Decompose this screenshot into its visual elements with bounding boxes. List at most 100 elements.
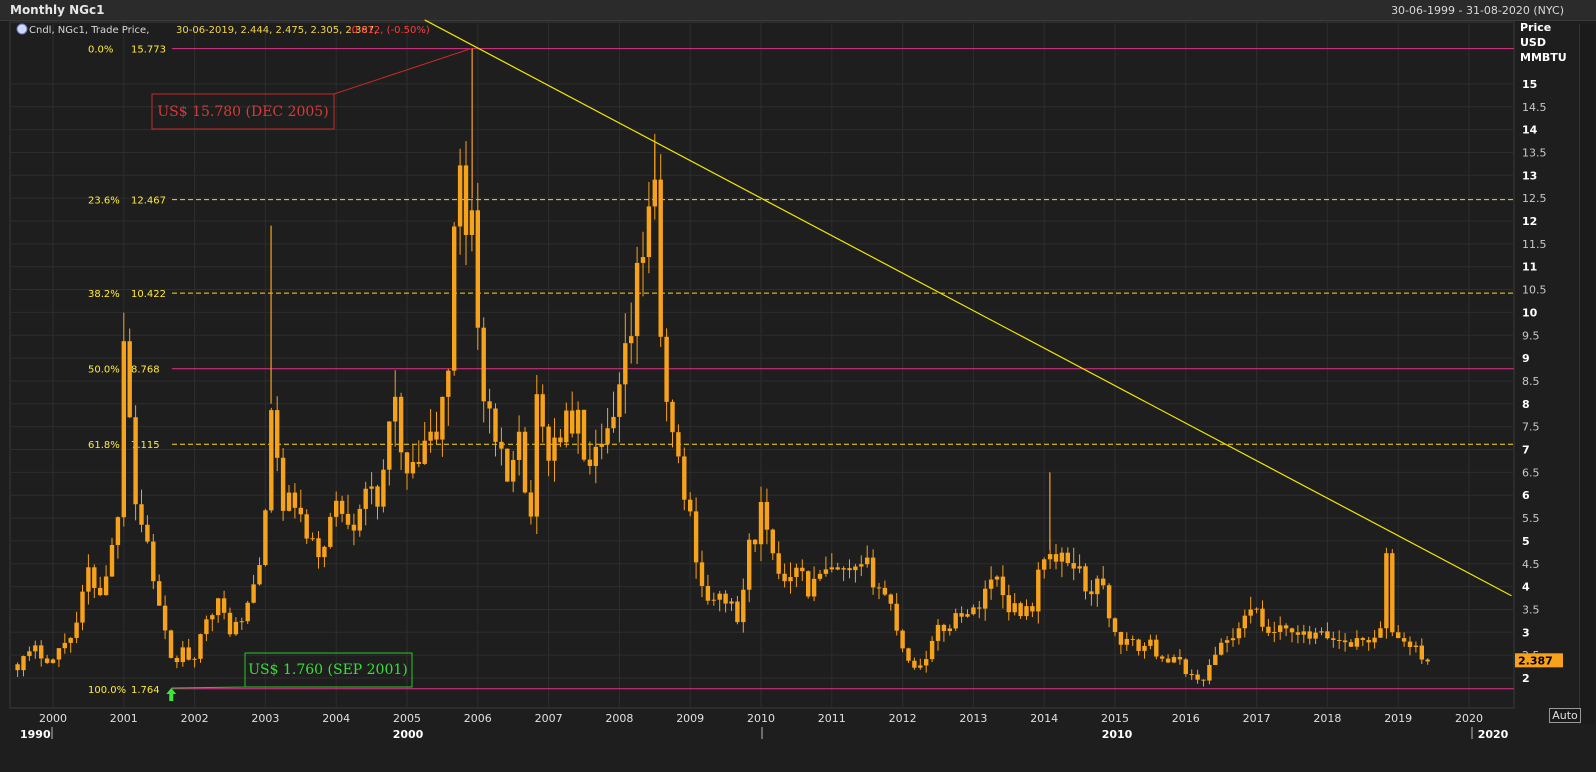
candle-body <box>1278 625 1283 632</box>
candle-body <box>1248 609 1253 616</box>
candle-body <box>1136 639 1141 651</box>
candle-body <box>469 210 475 235</box>
candle-body <box>168 630 174 658</box>
candle-body <box>463 165 469 235</box>
candle-body <box>1036 569 1041 612</box>
candle-body <box>227 612 233 635</box>
candle-body <box>1160 656 1165 659</box>
candle-body <box>251 584 256 603</box>
candle-body <box>192 658 197 660</box>
auto-scale-button[interactable]: Auto <box>1549 708 1581 723</box>
candle-body <box>186 647 191 660</box>
candle-body <box>971 607 976 615</box>
y-tick-label: 7.5 <box>1522 421 1540 434</box>
candle-body <box>151 541 156 582</box>
candle-body <box>522 431 528 493</box>
candle-body <box>888 594 893 604</box>
candle-body <box>98 587 103 596</box>
candle-body <box>1213 654 1218 665</box>
x-tick-label: 2018 <box>1313 712 1341 725</box>
candle-body <box>68 637 73 643</box>
candle-body <box>629 336 634 344</box>
last-price-tag <box>1515 653 1563 668</box>
candle-body <box>1065 552 1070 564</box>
candle-body <box>1307 631 1312 639</box>
candle-body <box>552 437 557 461</box>
candle-body <box>398 396 404 453</box>
y-tick-label: 8 <box>1522 398 1530 411</box>
candle-body <box>452 226 457 371</box>
candle-body <box>363 488 368 509</box>
candle-body <box>1390 553 1395 633</box>
decade-label: 2020 <box>1478 728 1509 741</box>
legend-chart-icon[interactable] <box>16 23 28 35</box>
candle-body <box>1089 591 1094 595</box>
candle-body <box>416 462 421 464</box>
candle-body <box>1319 631 1324 633</box>
candle-body <box>393 396 398 422</box>
y-tick-label: 15 <box>1522 78 1537 91</box>
candle-body <box>74 622 79 638</box>
candle-body <box>806 571 811 597</box>
candle-body <box>1101 578 1106 586</box>
candle-body <box>587 459 593 466</box>
candle-body <box>21 656 26 671</box>
title-bar: Monthly NGc1 30-06-1999 - 31-08-2020 (NY… <box>0 0 1596 21</box>
candle-body <box>900 630 905 649</box>
candle-body <box>1077 566 1082 569</box>
candle-body <box>121 341 126 518</box>
candle-body <box>351 524 357 531</box>
candle-body <box>1195 674 1200 680</box>
candle-body <box>693 511 699 563</box>
candle-body <box>1301 631 1306 635</box>
candle-body <box>1283 625 1289 629</box>
candle-body <box>634 262 640 337</box>
candle-body <box>1059 552 1065 562</box>
candle-body <box>575 409 581 434</box>
candle-body <box>947 628 952 632</box>
candle-body <box>735 601 740 623</box>
x-tick-label: 2010 <box>747 712 775 725</box>
x-tick-label: 2013 <box>959 712 987 725</box>
candle-body <box>1254 608 1259 610</box>
candle-body <box>233 621 239 635</box>
y-tick-label: 13 <box>1522 169 1537 182</box>
x-tick-label: 2005 <box>393 712 421 725</box>
candle-body <box>1372 637 1377 643</box>
candle-body <box>528 492 534 517</box>
candle-body <box>44 658 50 663</box>
candle-body <box>1348 642 1354 647</box>
right-scroll-strip[interactable] <box>1579 24 1595 724</box>
candle-body <box>977 607 982 609</box>
candle-body <box>929 640 935 660</box>
candle-body <box>1295 632 1301 635</box>
candle-body <box>115 517 121 545</box>
candle-body <box>918 665 923 668</box>
candle-body <box>1289 628 1295 633</box>
candle-body <box>1313 632 1318 639</box>
candle-body <box>1366 639 1371 643</box>
candle-body <box>1242 615 1247 629</box>
decade-label: 2010 <box>1102 728 1133 741</box>
candle-body <box>328 516 333 547</box>
candle-body <box>983 588 988 609</box>
candle-body <box>1124 638 1129 645</box>
candle-body <box>841 568 846 570</box>
low-callout-text: US$ 1.760 (SEP 2001) <box>248 662 408 678</box>
candle-body <box>1337 639 1342 641</box>
candle-body <box>1112 618 1118 632</box>
candle-body <box>257 565 262 585</box>
y-tick-label: 6 <box>1522 489 1530 502</box>
candle-body <box>1118 631 1124 645</box>
candle-body <box>658 179 663 337</box>
downtrend-line[interactable] <box>424 19 1512 597</box>
candle-body <box>316 538 321 558</box>
candle-body <box>103 576 109 596</box>
y-tick-label: 9.5 <box>1522 329 1540 342</box>
candle-body <box>729 601 734 604</box>
y-tick-label: 10 <box>1522 306 1538 319</box>
fib-level-value: 15.773 <box>131 45 166 56</box>
candle-body <box>1266 626 1271 633</box>
